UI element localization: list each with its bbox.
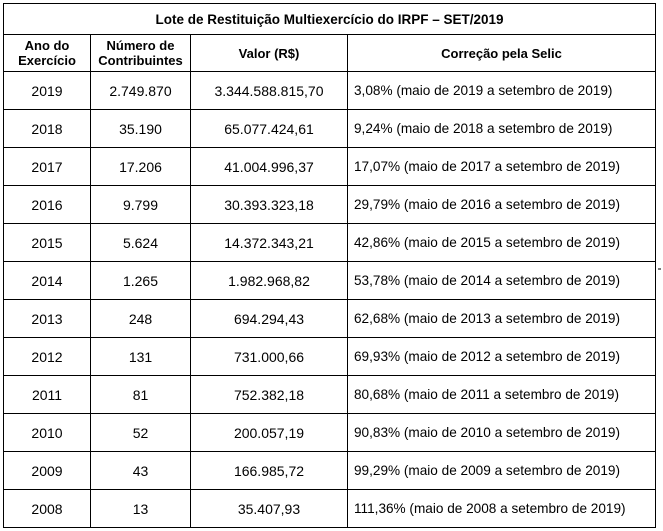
cell-ano: 2011 — [3, 375, 91, 414]
window-edge-marker — [658, 268, 661, 270]
table-row: 2009 43 166.985,72 99,29% (maio de 2009 a s… — [3, 451, 657, 490]
cell-correcao: 9,24% (maio de 2018 a setembro de 2019) — [346, 109, 657, 148]
cell-correcao: 3,08% (maio de 2019 a setembro de 2019) — [346, 71, 657, 110]
cell-correcao: 69,93% (maio de 2012 a setembro de 2019) — [346, 337, 657, 376]
header-ano: Ano do Exercício — [3, 34, 91, 72]
table-row: 2011 81 752.382,18 80,68% (maio de 2011 a s… — [3, 375, 657, 414]
header-num-line2: Contribuintes — [98, 53, 183, 68]
cell-contribuintes: 5.624 — [90, 223, 191, 262]
table-row: 2018 35.190 65.077.424,61 9,24% (maio de 20… — [3, 109, 657, 148]
cell-valor: 200.057,19 — [190, 413, 348, 452]
header-contribuintes: Número de Contribuintes — [90, 34, 191, 72]
table-row: 2014 1.265 1.982.968,82 53,78% (maio de 201… — [3, 261, 657, 300]
cell-correcao: 90,83% (maio de 2010 a setembro de 2019) — [346, 413, 657, 452]
cell-valor: 14.372.343,21 — [190, 223, 348, 262]
cell-valor: 1.982.968,82 — [190, 261, 348, 300]
table-row: 2012 131 731.000,66 69,93% (maio de 2012 a … — [3, 337, 657, 376]
cell-valor: 694.294,43 — [190, 299, 348, 338]
cell-correcao: 62,68% (maio de 2013 a setembro de 2019) — [346, 299, 657, 338]
cell-ano: 2018 — [3, 109, 91, 148]
restituicao-table: Lote de Restituição Multiexercício do IR… — [2, 3, 657, 528]
cell-ano: 2019 — [3, 71, 91, 110]
cell-valor: 3.344.588.815,70 — [190, 71, 348, 110]
table-title: Lote de Restituição Multiexercício do IR… — [2, 3, 657, 35]
table-row: 2017 17.206 41.004.996,37 17,07% (maio de 2… — [3, 147, 657, 186]
cell-correcao: 99,29% (maio de 2009 a setembro de 2019) — [346, 451, 657, 490]
table-row: 2015 5.624 14.372.343,21 42,86% (maio de 20… — [3, 223, 657, 262]
cell-correcao: 42,86% (maio de 2015 a setembro de 2019) — [346, 223, 657, 262]
cell-ano: 2014 — [3, 261, 91, 300]
header-num-line1: Número de — [106, 38, 175, 53]
table-row: 2016 9.799 30.393.323,18 29,79% (maio de 20… — [3, 185, 657, 224]
header-ano-line2: Exercício — [18, 53, 76, 68]
cell-valor: 30.393.323,18 — [190, 185, 348, 224]
cell-contribuintes: 2.749.870 — [90, 71, 191, 110]
cell-ano: 2012 — [3, 337, 91, 376]
cell-ano: 2008 — [3, 489, 91, 528]
cell-ano: 2015 — [3, 223, 91, 262]
cell-ano: 2016 — [3, 185, 91, 224]
cell-valor: 41.004.996,37 — [190, 147, 348, 186]
table-body: 2019 2.749.870 3.344.588.815,70 3,08% (maio… — [3, 71, 657, 528]
cell-contribuintes: 81 — [90, 375, 191, 414]
header-correcao: Correção pela Selic — [346, 34, 657, 72]
cell-ano: 2013 — [3, 299, 91, 338]
cell-contribuintes: 52 — [90, 413, 191, 452]
table-row: 2013 248 694.294,43 62,68% (maio de 2013 a … — [3, 299, 657, 338]
cell-contribuintes: 13 — [90, 489, 191, 528]
cell-contribuintes: 9.799 — [90, 185, 191, 224]
cell-contribuintes: 35.190 — [90, 109, 191, 148]
restituicao-table-container: Lote de Restituição Multiexercício do IR… — [2, 3, 657, 528]
cell-valor: 752.382,18 — [190, 375, 348, 414]
cell-valor: 166.985,72 — [190, 451, 348, 490]
cell-correcao: 80,68% (maio de 2011 a setembro de 2019) — [346, 375, 657, 414]
cell-correcao: 111,36% (maio de 2008 a setembro de 2019… — [346, 489, 657, 528]
cell-valor: 65.077.424,61 — [190, 109, 348, 148]
cell-ano: 2009 — [3, 451, 91, 490]
cell-contribuintes: 17.206 — [90, 147, 191, 186]
cell-correcao: 53,78% (maio de 2014 a setembro de 2019) — [346, 261, 657, 300]
cell-ano: 2010 — [3, 413, 91, 452]
cell-contribuintes: 131 — [90, 337, 191, 376]
header-ano-line1: Ano do — [24, 38, 70, 53]
table-row: 2010 52 200.057,19 90,83% (maio de 2010 a s… — [3, 413, 657, 452]
cell-contribuintes: 1.265 — [90, 261, 191, 300]
cell-contribuintes: 248 — [90, 299, 191, 338]
cell-correcao: 29,79% (maio de 2016 a setembro de 2019) — [346, 185, 657, 224]
cell-ano: 2017 — [3, 147, 91, 186]
table-row: 2008 13 35.407,93 111,36% (maio de 2008 a s… — [3, 489, 657, 528]
cell-correcao: 17,07% (maio de 2017 a setembro de 2019) — [346, 147, 657, 186]
cell-contribuintes: 43 — [90, 451, 191, 490]
table-row: 2019 2.749.870 3.344.588.815,70 3,08% (maio… — [3, 71, 657, 110]
table-header-row: Ano do Exercício Número de Contribuintes… — [3, 34, 657, 72]
header-valor: Valor (R$) — [190, 34, 348, 72]
cell-valor: 731.000,66 — [190, 337, 348, 376]
cell-valor: 35.407,93 — [190, 489, 348, 528]
